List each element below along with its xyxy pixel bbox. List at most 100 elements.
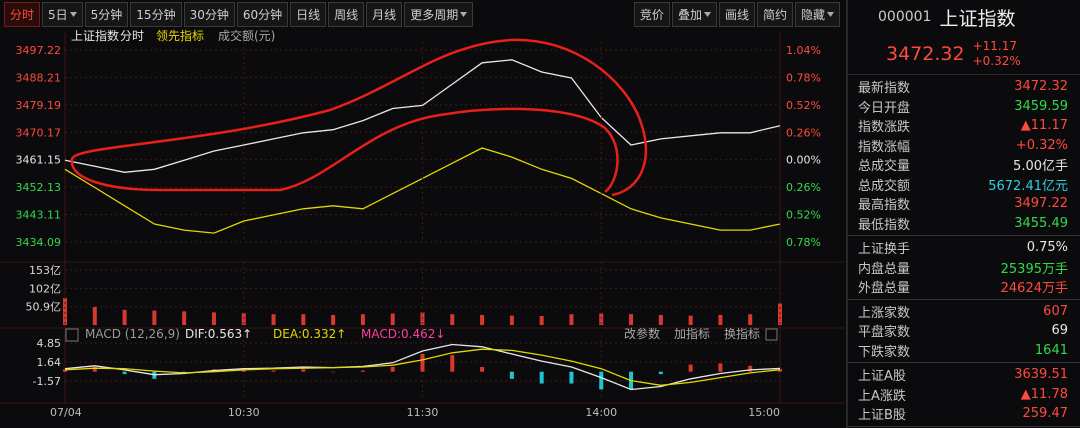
y-tick-label: 153亿 xyxy=(29,264,61,277)
tab-label: 分时 xyxy=(10,7,35,22)
stat-row: 总成交量 5.00亿手 xyxy=(848,155,1080,175)
stat-label: 最新指数 xyxy=(858,81,911,97)
bar xyxy=(450,355,455,372)
bar xyxy=(420,353,425,372)
stats: 最新指数 3472.32 今日开盘 3459.59 指数涨跌 ▲11.17 指数涨幅 +0.3… xyxy=(848,75,1080,427)
stat-row: 上A涨跌 ▲11.78 xyxy=(848,385,1080,405)
y2-tick-label: 1.04% xyxy=(786,44,821,57)
bar xyxy=(331,314,336,325)
bar xyxy=(509,371,514,379)
bar xyxy=(63,369,67,372)
period-tab[interactable]: 5分钟 xyxy=(84,1,129,27)
bar xyxy=(599,371,604,390)
period-tab[interactable]: 60分钟 xyxy=(236,1,289,27)
annotation-circle xyxy=(70,107,619,193)
stat-value: ▲11.78 xyxy=(1020,386,1068,402)
change-pct: +0.32% xyxy=(972,54,1021,68)
tool-button[interactable]: 叠加 xyxy=(671,1,717,27)
tool-label: 隐藏 xyxy=(800,7,825,22)
stat-value: 5672.41亿元 xyxy=(988,178,1068,194)
y-tick-label: 3443.11 xyxy=(16,209,62,222)
stat-group: 最新指数 3472.32 今日开盘 3459.59 指数涨跌 ▲11.17 指数涨幅 +0.3… xyxy=(848,75,1080,236)
indicator-action[interactable]: 加指标 xyxy=(674,326,710,341)
tool-button[interactable]: 竞价 xyxy=(633,1,670,27)
y2-tick-label: 0.00% xyxy=(786,154,821,167)
bar xyxy=(301,314,306,325)
period-tab[interactable]: 分时 xyxy=(4,1,41,27)
period-tab[interactable]: 日线 xyxy=(290,1,327,27)
legend-entry: 分时 xyxy=(120,29,144,43)
stat-label: 总成交量 xyxy=(858,159,911,175)
stat-row: 今日开盘 3459.59 xyxy=(848,97,1080,117)
dropdown-caret xyxy=(827,11,834,17)
tool-button[interactable]: 隐藏 xyxy=(794,1,840,27)
period-tab[interactable]: 月线 xyxy=(366,1,403,27)
bar xyxy=(718,363,723,372)
y2-tick-label: 0.78% xyxy=(786,236,821,249)
period-tab[interactable]: 更多周期 xyxy=(404,1,474,27)
caret-shape xyxy=(827,11,834,17)
bar xyxy=(539,316,544,325)
quote-price: 3472.32 +11.17 +0.32% xyxy=(848,34,1080,75)
collapse-icon[interactable] xyxy=(65,328,79,342)
annotation-circle xyxy=(70,38,648,197)
period-tab[interactable]: 15分钟 xyxy=(130,1,182,27)
indicator-action[interactable]: 换指标 xyxy=(724,326,760,341)
macd-title: MACD (12,26,9) xyxy=(85,327,180,341)
stat-row: 指数涨幅 +0.32% xyxy=(848,136,1080,156)
y-tick-label: 1.64 xyxy=(37,356,62,369)
indicator-action[interactable]: 改参数 xyxy=(624,326,660,341)
tab-label: 60分钟 xyxy=(242,7,283,22)
y-tick-label: 3461.15 xyxy=(16,154,62,167)
stat-value: 0.75% xyxy=(1026,240,1068,256)
stat-label: 外盘总量 xyxy=(858,281,911,297)
x-tick-label: 11:30 xyxy=(407,406,439,419)
bar xyxy=(92,366,97,372)
bar xyxy=(778,303,782,325)
tool-button[interactable]: 简约 xyxy=(756,1,793,27)
bar xyxy=(331,371,336,373)
bar xyxy=(748,365,753,372)
bar xyxy=(63,298,67,325)
bar xyxy=(92,307,97,325)
quote-header: 000001 上证指数 xyxy=(848,0,1080,34)
tool-label: 画线 xyxy=(724,7,749,22)
stat-row: 上证A股 3639.51 xyxy=(848,365,1080,385)
stat-label: 上证A股 xyxy=(858,369,906,385)
stat-value: 607 xyxy=(1043,303,1068,319)
bar xyxy=(688,315,693,325)
stat-label: 最低指数 xyxy=(858,217,911,233)
stat-row: 外盘总量 24624万手 xyxy=(848,277,1080,297)
tab-label: 30分钟 xyxy=(189,7,229,22)
bar xyxy=(539,371,544,384)
bar xyxy=(301,369,306,372)
period-tab[interactable]: 5日 xyxy=(42,1,83,27)
stat-value: ▲11.17 xyxy=(1020,118,1068,134)
stat-group: 上证A股 3639.51 上A涨跌 ▲11.78 上证B股 259.47 xyxy=(848,363,1080,427)
bar xyxy=(569,371,574,384)
y-tick-label: 3470.17 xyxy=(16,126,62,139)
tab-label: 月线 xyxy=(372,7,397,22)
y2-tick-label: 0.78% xyxy=(786,71,821,84)
period-tab[interactable]: 30分钟 xyxy=(183,1,235,27)
tool-label: 竞价 xyxy=(639,7,664,22)
bar xyxy=(509,315,514,325)
tool-label: 叠加 xyxy=(677,7,702,22)
stat-label: 上A涨跌 xyxy=(858,388,906,404)
y2-tick-label: 0.52% xyxy=(786,209,821,222)
marks: 3497.22 3488.21 3479.19 3470.17 3461.15 3452.… xyxy=(16,28,821,419)
stat-label: 上证换手 xyxy=(858,242,911,258)
period-tab[interactable]: 周线 xyxy=(328,1,365,27)
y2-tick-label: 0.26% xyxy=(786,126,821,139)
tab-label: 日线 xyxy=(296,7,321,22)
stat-row: 指数涨跌 ▲11.17 xyxy=(848,116,1080,136)
stat-label: 今日开盘 xyxy=(858,100,911,116)
close-icon[interactable] xyxy=(765,328,778,341)
tool-button[interactable]: 画线 xyxy=(718,1,755,27)
stat-label: 指数涨幅 xyxy=(858,139,911,155)
stat-label: 指数涨跌 xyxy=(858,120,911,136)
bar xyxy=(122,371,127,375)
bar xyxy=(271,370,276,372)
stat-row: 内盘总量 25395万手 xyxy=(848,258,1080,278)
